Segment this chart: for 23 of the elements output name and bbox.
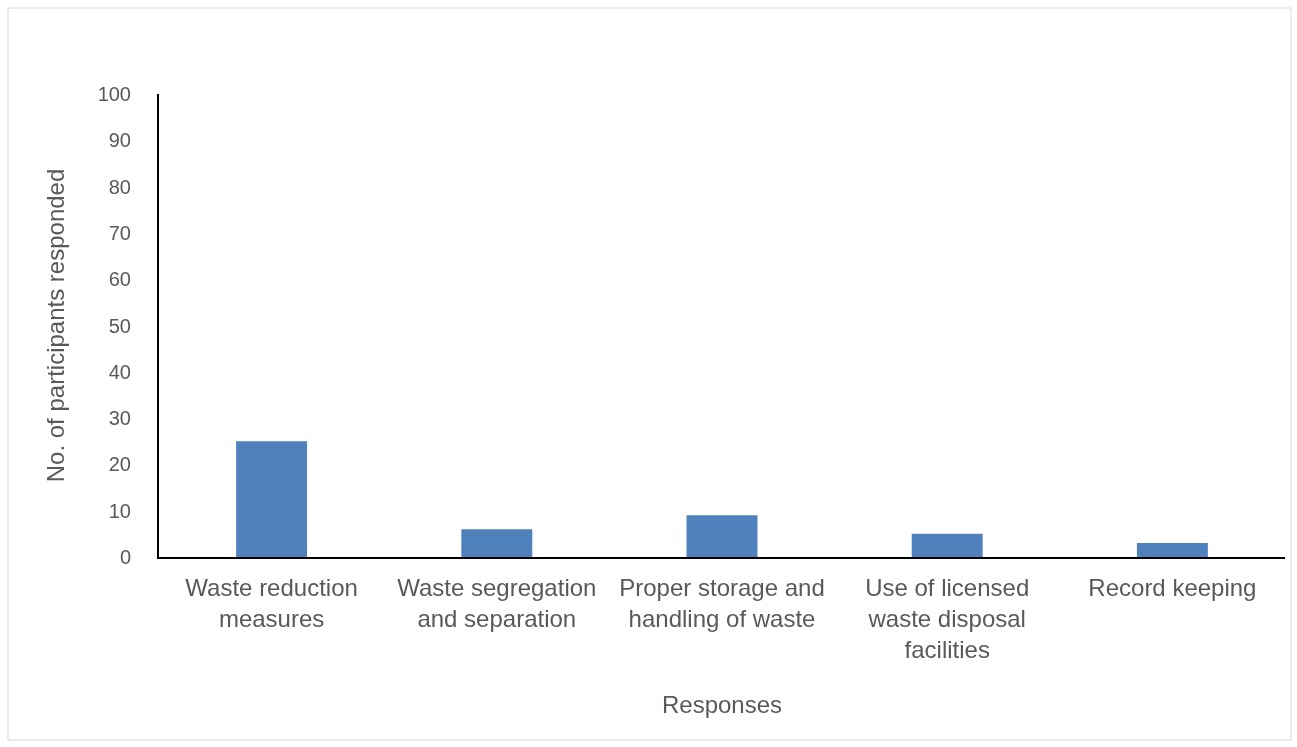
y-tick-label: 10 [108, 499, 131, 522]
bar [236, 441, 308, 557]
x-tick-label: Proper storage and handling of waste [619, 573, 825, 632]
y-tick-label: 100 [97, 83, 131, 105]
y-tick-label: 30 [108, 407, 131, 430]
bar [686, 515, 758, 557]
bar [461, 529, 533, 557]
x-tick-label: Waste segregation and separation [397, 573, 597, 632]
y-tick-label: 90 [108, 129, 131, 152]
y-tick-label: 60 [108, 268, 131, 291]
y-tick-label: 40 [108, 360, 131, 383]
y-tick-label: 20 [108, 453, 131, 476]
y-axis-title: No. of participants responded [42, 168, 70, 483]
bar [911, 533, 983, 557]
bar [1136, 543, 1208, 557]
y-tick-label: 50 [108, 314, 131, 337]
y-tick-label: 80 [108, 175, 131, 198]
x-tick-label: Use of licensed waste disposal facilities [865, 573, 1030, 664]
y-tick-label: 70 [108, 221, 131, 244]
x-tick-label: Waste reduction measures [185, 573, 358, 632]
y-tick-label: 0 [119, 546, 131, 568]
x-axis-title: Responses [661, 691, 783, 718]
x-tick-label: Record keeping [1088, 573, 1257, 601]
